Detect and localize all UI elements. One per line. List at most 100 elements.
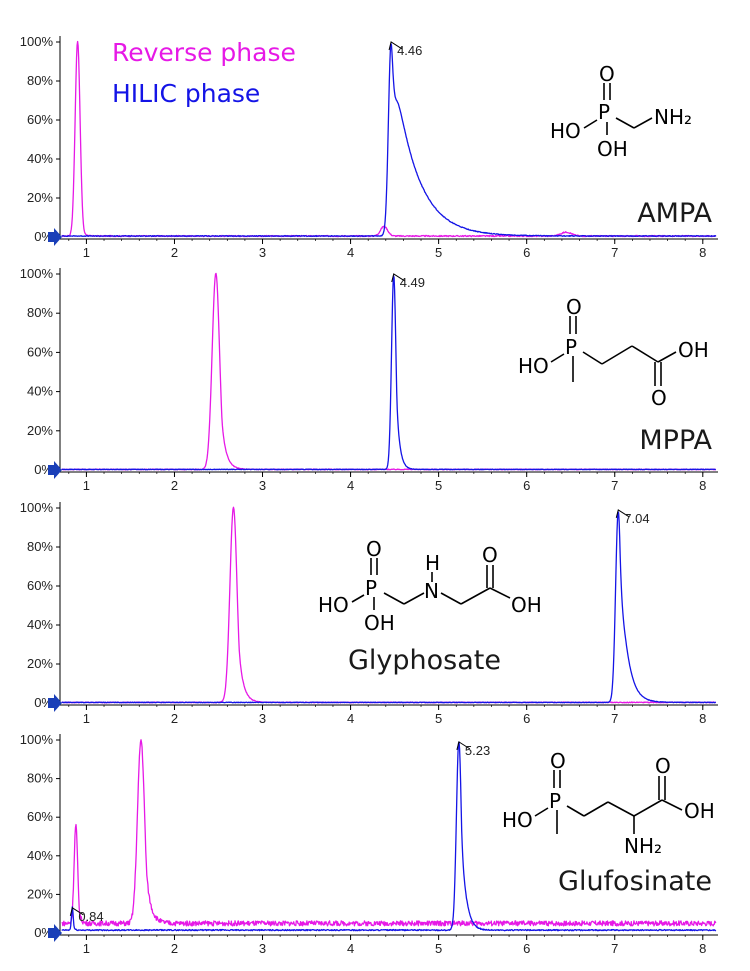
y-tick-label: 60%: [27, 809, 53, 824]
ampa-o-atom: O: [599, 62, 615, 86]
x-tick-label: 2: [171, 245, 178, 260]
series-hilic-phase: [61, 741, 717, 932]
x-tick-label: 6: [523, 478, 530, 493]
series-reverse-phase: [61, 739, 717, 927]
x-tick-label: 7: [611, 245, 618, 260]
peak-label-7-04: 7.04: [624, 511, 649, 526]
x-tick-label: 8: [699, 478, 706, 493]
glufosinate-o-atom: O: [550, 749, 566, 773]
x-tick-label: 8: [699, 711, 706, 726]
y-tick-label: 80%: [27, 771, 53, 786]
compound-name-glufosinate: Glufosinate: [558, 866, 712, 897]
peak-label-5-23: 5.23: [465, 743, 490, 758]
series-hilic-phase: [61, 43, 717, 238]
x-tick-label: 1: [83, 245, 90, 260]
glyphosate-p-atom: P: [365, 576, 377, 600]
glyphosate-o2-atom: O: [482, 543, 498, 567]
x-tick-label: 7: [611, 711, 618, 726]
mppa-o-atom: O: [566, 295, 582, 319]
mppa-oh-atom: OH: [678, 338, 709, 362]
glufosinate-p-atom: P: [549, 789, 561, 813]
mppa-ho-atom: HO: [518, 354, 549, 378]
compound-name-glyphosate: Glyphosate: [348, 645, 501, 676]
peak-label-flag: [391, 273, 405, 283]
glufosinate-structure: O P HO O OH NH₂: [502, 749, 715, 858]
y-tick-label: 100%: [20, 266, 54, 281]
x-tick-label: 2: [171, 478, 178, 493]
x-tick-label: 2: [171, 711, 178, 726]
y-tick-label: 40%: [27, 848, 53, 863]
baseline-marker-icon: [48, 924, 62, 942]
mppa-o2-atom: O: [651, 386, 667, 410]
peak-label-4-49: 4.49: [400, 275, 425, 290]
glyphosate-ho-atom: HO: [318, 593, 349, 617]
x-tick-label: 1: [83, 478, 90, 493]
glyphosate-oh2-atom: OH: [511, 593, 542, 617]
x-tick-label: 5: [435, 245, 442, 260]
y-tick-label: 100%: [20, 500, 54, 515]
y-tick-label: 60%: [27, 344, 53, 359]
glufosinate-oh-atom: OH: [684, 799, 715, 823]
chromatogram-mppa: 0%20%40%60%80%100%1 2 3 4 5 6 7 84.49: [20, 266, 718, 493]
x-tick-label: 3: [259, 478, 266, 493]
chromatogram-ampa: 0%20%40%60%80%100%1 2 3 4 5 6 7 84.46: [20, 34, 718, 260]
ampa-oh-atom: OH: [597, 137, 628, 161]
x-tick-label: 5: [435, 711, 442, 726]
ampa-ho-atom: HO: [550, 119, 581, 143]
x-tick-label: 5: [435, 478, 442, 493]
glyphosate-o-atom: O: [366, 537, 382, 561]
baseline-marker-icon: [48, 461, 62, 479]
chromatogram-glufosinate: 0%20%40%60%80%100%1 2 3 4 5 6 7 80.845.23: [20, 732, 718, 956]
ampa-nh2-atom: NH₂: [654, 105, 692, 129]
y-tick-label: 80%: [27, 73, 53, 88]
glyphosate-structure: O P HO OH H N O OH: [318, 537, 542, 635]
x-tick-label: 3: [259, 711, 266, 726]
legend-hilic-phase: HILIC phase: [112, 79, 261, 108]
x-tick-label: 1: [83, 711, 90, 726]
x-tick-label: 6: [523, 245, 530, 260]
x-tick-label: 4: [347, 478, 354, 493]
chromatogram-glyphosate: 0%20%40%60%80%100%1 2 3 4 5 6 7 87.04: [20, 500, 718, 726]
series-hilic-phase: [61, 275, 716, 471]
baseline-marker-icon: [48, 694, 62, 712]
baseline-marker-icon: [48, 228, 62, 246]
x-tick-label: 1: [83, 941, 90, 956]
x-tick-label: 4: [347, 941, 354, 956]
glyphosate-oh1-atom: OH: [364, 611, 395, 635]
series-hilic-phase: [61, 511, 717, 704]
x-tick-label: 4: [347, 711, 354, 726]
y-tick-label: 100%: [20, 732, 54, 747]
y-tick-label: 40%: [27, 617, 53, 632]
y-tick-label: 20%: [27, 656, 53, 671]
glufosinate-ho-atom: HO: [502, 808, 533, 832]
peak-label-flag: [69, 907, 84, 916]
peak-label-flag: [456, 741, 471, 750]
y-tick-label: 60%: [27, 112, 53, 127]
peak-label-0-84: 0.84: [78, 909, 103, 924]
x-tick-label: 5: [435, 941, 442, 956]
mppa-p-atom: P: [565, 335, 577, 359]
y-tick-label: 80%: [27, 539, 53, 554]
x-tick-label: 8: [699, 245, 706, 260]
x-tick-label: 3: [259, 245, 266, 260]
peak-label-flag: [615, 509, 630, 519]
y-tick-label: 60%: [27, 578, 53, 593]
mppa-structure: O P HO OH O: [518, 295, 709, 410]
y-tick-label: 40%: [27, 384, 53, 399]
ampa-p-atom: P: [598, 100, 610, 124]
glyphosate-h-atom: H: [425, 551, 440, 575]
y-tick-label: 20%: [27, 886, 53, 901]
glufosinate-o2-atom: O: [655, 754, 671, 778]
y-tick-label: 40%: [27, 151, 53, 166]
compound-name-ampa: AMPA: [637, 198, 712, 229]
x-tick-label: 7: [611, 941, 618, 956]
x-tick-label: 6: [523, 711, 530, 726]
compound-name-mppa: MPPA: [639, 425, 712, 456]
y-tick-label: 20%: [27, 190, 53, 205]
ampa-structure: O P HO OH NH₂: [550, 62, 692, 161]
y-tick-label: 20%: [27, 423, 53, 438]
y-tick-label: 100%: [20, 34, 54, 49]
x-tick-label: 8: [699, 941, 706, 956]
glufosinate-nh2-atom: NH₂: [624, 834, 662, 858]
